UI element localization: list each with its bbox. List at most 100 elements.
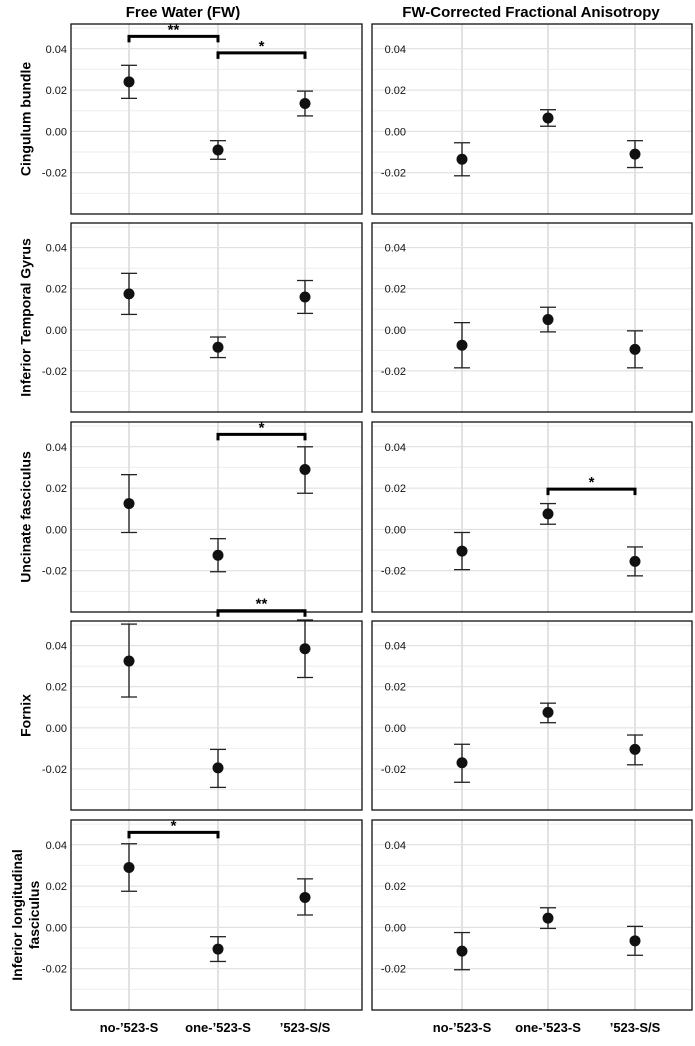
mean-point: [629, 555, 641, 567]
significance-bracket: [127, 830, 220, 839]
panel-grid: -0.020.000.020.04***-0.020.000.020.04-0.…: [9, 21, 693, 1035]
y-tick-label: 0.02: [46, 483, 67, 495]
y-tick-label: -0.02: [42, 566, 67, 578]
panel-frame: [371, 620, 693, 811]
mean-point: [299, 643, 311, 655]
y-tick-label: 0.00: [385, 723, 406, 735]
x-tick-label: ’523-S/S: [280, 1020, 331, 1035]
mean-point: [123, 498, 135, 510]
y-tick-label: -0.02: [381, 168, 406, 180]
significance-label: *: [259, 419, 265, 436]
y-tick-label: 0.04: [385, 44, 406, 56]
panel-2-0: -0.02 0.00 0.02 0.04 *: [42, 419, 363, 613]
mean-point: [542, 508, 554, 520]
column-title-fw: Free Water (FW): [126, 4, 240, 21]
significance-bracket: [216, 609, 307, 617]
panel-0-0: -0.020.000.020.04***: [42, 21, 363, 215]
panel-frame: [70, 620, 363, 811]
mean-point: [123, 76, 135, 88]
row-label: Inferior Temporal Gyrus: [18, 238, 34, 397]
mean-point: [212, 762, 224, 774]
mean-point: [299, 98, 311, 110]
mean-point: [542, 314, 554, 326]
y-tick-label: 0.00: [385, 922, 406, 934]
y-tick-label: -0.02: [42, 964, 67, 976]
y-tick-label: -0.02: [381, 764, 406, 776]
mean-point: [629, 935, 641, 947]
mean-point: [212, 549, 224, 561]
y-tick-label: 0.02: [385, 881, 406, 893]
y-tick-label: -0.02: [381, 366, 406, 378]
y-tick-label: 0.04: [46, 641, 67, 653]
panel-frame: [371, 23, 693, 215]
panel-frame: [70, 421, 363, 613]
significance-bracket: [127, 34, 220, 43]
y-tick-label: 0.02: [385, 483, 406, 495]
y-tick-label: 0.00: [385, 126, 406, 138]
y-tick-label: 0.04: [385, 442, 406, 454]
y-tick-label: 0.04: [385, 641, 406, 653]
significance-label: *: [259, 38, 265, 55]
significance-bracket: [546, 487, 637, 496]
y-tick-label: 0.00: [46, 922, 67, 934]
mean-point: [542, 706, 554, 718]
y-tick-label: 0.00: [385, 325, 406, 337]
y-tick-label: 0.02: [46, 682, 67, 694]
y-tick-label: 0.02: [385, 284, 406, 296]
x-tick-label: ’523-S/S: [610, 1020, 661, 1035]
y-tick-label: 0.00: [46, 723, 67, 735]
mean-point: [629, 343, 641, 355]
row-label: Uncinate fasciculus: [18, 451, 34, 583]
y-tick-label: 0.02: [46, 881, 67, 893]
row-label: Cingulum bundle: [18, 62, 34, 177]
mean-point: [212, 144, 224, 156]
panel-2-1: -0.02 0.00 0.02 0.04 *: [371, 421, 693, 613]
y-tick-label: 0.04: [46, 243, 67, 255]
panel-frame: [70, 819, 363, 1011]
mean-point: [542, 912, 554, 924]
row-label: fasciculus: [26, 881, 42, 950]
x-tick-label: one-’523-S: [515, 1020, 581, 1035]
mean-point: [123, 288, 135, 300]
significance-label: **: [168, 21, 180, 38]
significance-label: *: [589, 474, 595, 491]
significance-label: **: [256, 596, 268, 613]
panel-3-1: -0.02 0.00 0.02 0.04: [371, 620, 693, 811]
y-tick-label: -0.02: [42, 764, 67, 776]
y-tick-label: 0.00: [46, 524, 67, 536]
y-tick-label: 0.02: [385, 682, 406, 694]
y-tick-label: 0.00: [46, 325, 67, 337]
mean-point: [123, 655, 135, 667]
panel-frame: [70, 23, 363, 215]
panel-0-1: -0.02 0.00 0.02 0.04: [371, 23, 693, 215]
panel-frame: [371, 421, 693, 613]
mean-point: [629, 743, 641, 755]
mean-point: [456, 545, 468, 557]
y-tick-label: -0.02: [381, 964, 406, 976]
x-tick-label: no-’523-S: [100, 1020, 159, 1035]
y-tick-label: -0.02: [42, 366, 67, 378]
panel-frame: [70, 222, 363, 413]
x-tick-label: no-’523-S: [433, 1020, 492, 1035]
mean-point: [456, 153, 468, 165]
y-tick-label: 0.00: [46, 126, 67, 138]
mean-point: [123, 862, 135, 873]
row-label: Fornix: [18, 694, 34, 737]
mean-point: [299, 464, 311, 475]
panel-3-0: -0.02 0.00 0.02 0.04 **: [42, 596, 363, 811]
y-tick-label: 0.02: [46, 284, 67, 296]
y-tick-label: -0.02: [42, 168, 67, 180]
panel-4-0: -0.02 0.00 0.02 0.04 *: [42, 817, 363, 1011]
mean-point: [299, 291, 311, 303]
mean-point: [456, 339, 468, 351]
panel-frame: [371, 819, 693, 1011]
y-tick-label: -0.02: [381, 566, 406, 578]
significance-bracket: [216, 51, 307, 59]
y-tick-label: 0.02: [46, 85, 67, 97]
mean-point: [456, 945, 468, 957]
significance-label: *: [171, 817, 177, 834]
column-title-fa: FW-Corrected Fractional Anisotropy: [402, 4, 660, 21]
panel-frame: [371, 222, 693, 413]
y-tick-label: 0.04: [46, 840, 67, 852]
